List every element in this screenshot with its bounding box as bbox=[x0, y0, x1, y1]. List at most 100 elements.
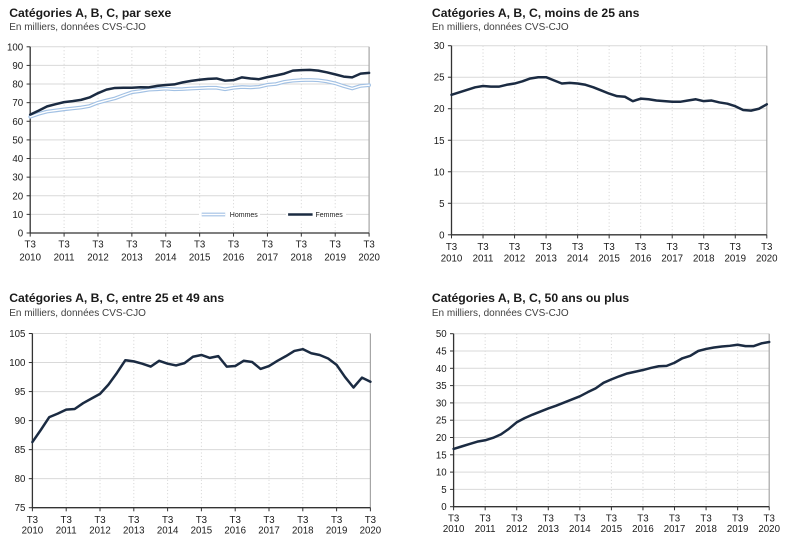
svg-text:En milliers, données CVS-CJO: En milliers, données CVS-CJO bbox=[432, 308, 569, 319]
svg-text:2020: 2020 bbox=[758, 524, 780, 535]
svg-text:T3: T3 bbox=[25, 240, 36, 251]
svg-text:0: 0 bbox=[18, 229, 24, 240]
svg-text:100: 100 bbox=[7, 42, 24, 53]
svg-text:2016: 2016 bbox=[630, 253, 652, 264]
svg-text:2019: 2019 bbox=[324, 252, 346, 263]
svg-text:T3: T3 bbox=[92, 240, 103, 251]
svg-text:T3: T3 bbox=[574, 514, 585, 525]
svg-text:2018: 2018 bbox=[292, 526, 314, 537]
svg-text:T3: T3 bbox=[296, 240, 307, 251]
svg-text:T3: T3 bbox=[540, 242, 551, 253]
svg-text:90: 90 bbox=[15, 416, 26, 427]
svg-text:T3: T3 bbox=[698, 242, 709, 253]
svg-text:T3: T3 bbox=[635, 242, 646, 253]
svg-text:2018: 2018 bbox=[695, 524, 717, 535]
svg-text:2017: 2017 bbox=[257, 252, 279, 263]
svg-text:T3: T3 bbox=[27, 515, 38, 526]
svg-text:2015: 2015 bbox=[601, 524, 623, 535]
svg-text:T3: T3 bbox=[446, 242, 457, 253]
svg-text:T3: T3 bbox=[603, 242, 614, 253]
svg-text:T3: T3 bbox=[764, 514, 775, 525]
svg-text:2016: 2016 bbox=[223, 252, 245, 263]
svg-text:70: 70 bbox=[12, 98, 23, 109]
svg-text:75: 75 bbox=[15, 503, 26, 514]
svg-text:20: 20 bbox=[436, 433, 447, 444]
svg-text:2010: 2010 bbox=[19, 252, 41, 263]
svg-text:2015: 2015 bbox=[598, 253, 620, 264]
svg-text:50: 50 bbox=[12, 135, 23, 146]
svg-text:2011: 2011 bbox=[473, 253, 494, 264]
svg-text:85: 85 bbox=[15, 445, 26, 456]
svg-text:25: 25 bbox=[436, 416, 447, 427]
svg-text:Catégories A, B, C, entre 25 e: Catégories A, B, C, entre 25 et 49 ans bbox=[9, 291, 224, 305]
svg-text:T3: T3 bbox=[572, 242, 583, 253]
svg-text:90: 90 bbox=[12, 61, 23, 72]
svg-text:2018: 2018 bbox=[693, 253, 715, 264]
svg-text:T3: T3 bbox=[228, 240, 239, 251]
svg-text:T3: T3 bbox=[761, 242, 772, 253]
svg-text:2012: 2012 bbox=[504, 253, 526, 264]
svg-text:45: 45 bbox=[436, 347, 447, 358]
svg-text:105: 105 bbox=[9, 329, 25, 340]
svg-text:0: 0 bbox=[441, 502, 447, 513]
svg-text:T3: T3 bbox=[477, 242, 488, 253]
svg-text:2017: 2017 bbox=[664, 524, 686, 535]
svg-text:T3: T3 bbox=[543, 514, 554, 525]
svg-text:10: 10 bbox=[434, 167, 445, 178]
svg-text:80: 80 bbox=[12, 80, 23, 91]
svg-text:T3: T3 bbox=[365, 515, 376, 526]
svg-text:Catégories A, B, C, 50 ans ou: Catégories A, B, C, 50 ans ou plus bbox=[432, 291, 630, 305]
svg-text:80: 80 bbox=[15, 474, 26, 485]
svg-text:10: 10 bbox=[12, 210, 23, 221]
svg-text:2013: 2013 bbox=[535, 253, 557, 264]
svg-text:T3: T3 bbox=[331, 515, 342, 526]
svg-text:15: 15 bbox=[434, 136, 445, 147]
svg-text:T3: T3 bbox=[669, 514, 680, 525]
svg-text:2017: 2017 bbox=[661, 253, 683, 264]
svg-text:2015: 2015 bbox=[189, 252, 211, 263]
svg-text:2010: 2010 bbox=[441, 253, 463, 264]
svg-text:20: 20 bbox=[434, 104, 445, 115]
svg-text:T3: T3 bbox=[667, 242, 678, 253]
svg-text:T3: T3 bbox=[263, 515, 274, 526]
svg-text:2019: 2019 bbox=[724, 253, 746, 264]
svg-text:2020: 2020 bbox=[360, 526, 382, 537]
svg-text:T3: T3 bbox=[297, 515, 308, 526]
svg-text:2016: 2016 bbox=[224, 526, 246, 537]
svg-text:2019: 2019 bbox=[326, 526, 348, 537]
svg-text:Catégories A, B, C, moins de 2: Catégories A, B, C, moins de 25 ans bbox=[432, 6, 640, 20]
svg-text:T3: T3 bbox=[162, 515, 173, 526]
svg-text:2013: 2013 bbox=[537, 524, 559, 535]
svg-text:5: 5 bbox=[441, 485, 446, 496]
svg-text:T3: T3 bbox=[61, 515, 72, 526]
svg-text:2018: 2018 bbox=[291, 252, 313, 263]
svg-text:T3: T3 bbox=[330, 240, 341, 251]
svg-text:T3: T3 bbox=[509, 242, 520, 253]
svg-text:5: 5 bbox=[439, 199, 444, 210]
svg-text:T3: T3 bbox=[230, 515, 241, 526]
svg-text:T3: T3 bbox=[700, 514, 711, 525]
svg-text:35: 35 bbox=[436, 381, 447, 392]
svg-text:2020: 2020 bbox=[756, 253, 778, 264]
svg-text:2011: 2011 bbox=[56, 526, 77, 537]
svg-text:2012: 2012 bbox=[506, 524, 528, 535]
svg-text:2020: 2020 bbox=[358, 252, 380, 263]
svg-text:2010: 2010 bbox=[443, 524, 465, 535]
svg-text:En milliers, données CVS-CJO: En milliers, données CVS-CJO bbox=[432, 22, 569, 33]
svg-text:95: 95 bbox=[15, 387, 26, 398]
svg-text:T3: T3 bbox=[511, 514, 522, 525]
svg-text:T3: T3 bbox=[448, 514, 459, 525]
svg-text:10: 10 bbox=[436, 468, 447, 479]
svg-text:T3: T3 bbox=[128, 515, 139, 526]
svg-text:En milliers, données CVS-CJO: En milliers, données CVS-CJO bbox=[9, 22, 146, 33]
svg-text:T3: T3 bbox=[94, 515, 105, 526]
svg-text:Femmes: Femmes bbox=[316, 212, 344, 219]
svg-text:T3: T3 bbox=[637, 514, 648, 525]
svg-text:2014: 2014 bbox=[155, 252, 177, 263]
svg-text:2013: 2013 bbox=[123, 526, 145, 537]
svg-text:T3: T3 bbox=[363, 240, 374, 251]
svg-text:2015: 2015 bbox=[191, 526, 213, 537]
svg-text:2013: 2013 bbox=[121, 252, 143, 263]
svg-text:40: 40 bbox=[12, 154, 23, 165]
svg-text:2012: 2012 bbox=[89, 526, 111, 537]
